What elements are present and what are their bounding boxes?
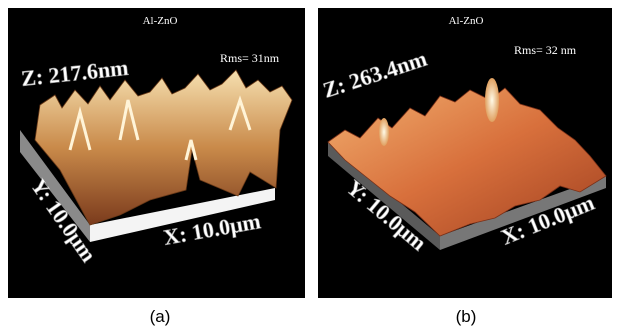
panel-b: Al-ZnO Rms= 32 nm Z: 263.4nm Y: 10.0μm X… [318, 8, 612, 298]
peak [68, 95, 252, 161]
caption: (b) [456, 307, 477, 326]
rms-label: Rms= 32 nm [514, 43, 577, 57]
rms-label: Rms= 31nm [220, 51, 280, 65]
panel-title: Al-ZnO [143, 15, 178, 27]
surface [34, 69, 293, 226]
side-wall [440, 176, 606, 250]
panel-title: Al-ZnO [449, 15, 484, 27]
caption: (a) [150, 307, 171, 326]
panel-a: Al-ZnO Rms= 31nm Z: 217.6nm Y: 10.0μm X:… [8, 8, 305, 298]
peak [379, 118, 389, 146]
surface [327, 87, 607, 237]
side-wall [90, 188, 275, 242]
side-wall [20, 130, 90, 242]
peak [485, 78, 499, 122]
